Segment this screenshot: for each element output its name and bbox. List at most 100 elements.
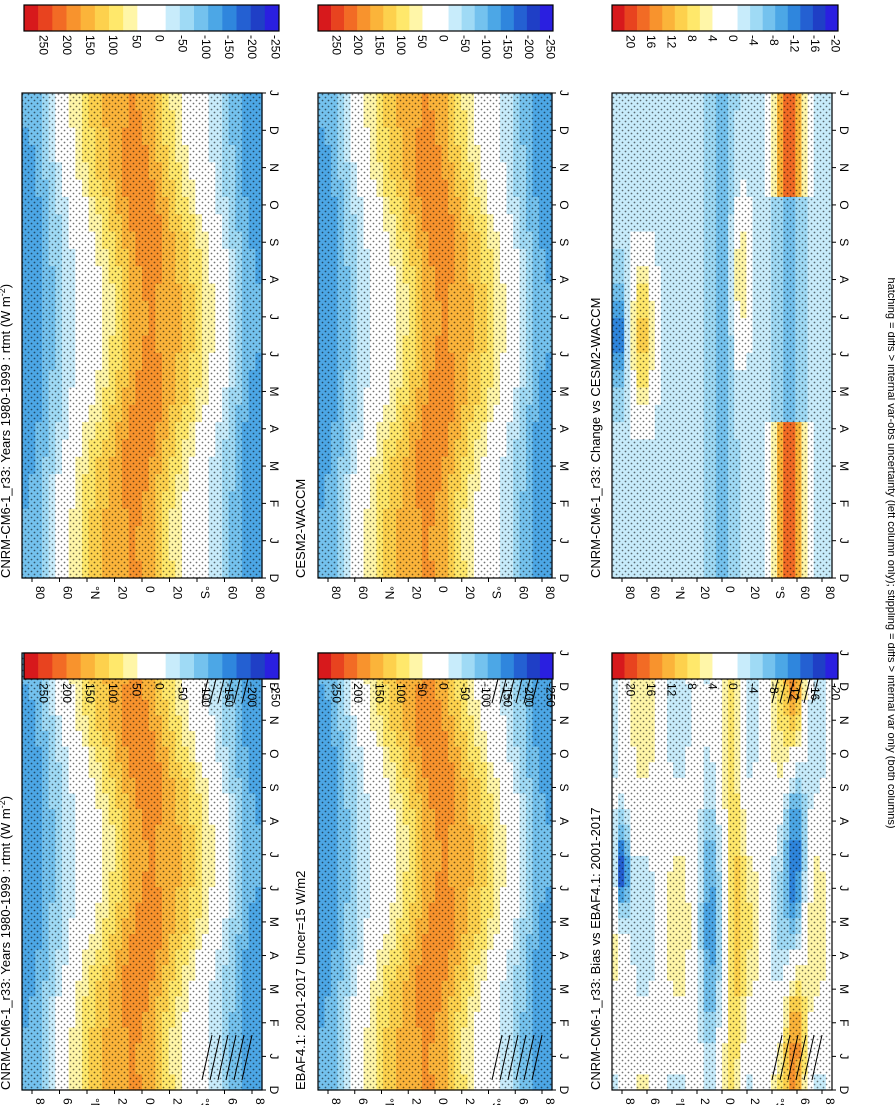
month-tick-label: S — [557, 238, 571, 246]
hatching-marks — [491, 662, 543, 1081]
lat-axis: 80 60 °N 20 0 20 °S 60 80 — [31, 578, 267, 600]
month-tick-label: S — [267, 783, 281, 791]
month-tick-label: M — [557, 461, 571, 471]
month-tick-label: J — [557, 90, 571, 96]
lat-tick-label: 60 — [61, 1098, 75, 1105]
lat-tick-label: 80 — [253, 586, 267, 600]
hatch-line — [507, 1034, 519, 1081]
hatch-line — [491, 1034, 503, 1081]
lat-tick-label: °S — [198, 586, 212, 599]
month-tick-label: J — [557, 351, 571, 357]
month-tick-label: J — [267, 90, 281, 96]
lat-tick-label: 80 — [543, 586, 557, 600]
lat-axis: 80 60 °N 20 0 20 °S 60 80 — [327, 578, 557, 600]
month-tick-label: O — [267, 749, 281, 758]
lat-tick-label: 80 — [33, 1098, 47, 1105]
month-tick-label: M — [557, 917, 571, 927]
lat-tick-label: 60 — [61, 586, 75, 600]
month-tick-label: N — [267, 163, 281, 172]
month-tick-label: J — [557, 852, 571, 858]
lat-tick-label: °S — [490, 586, 504, 599]
panel-title: CNRM-CM6-1_r33: Years 1980-1999 : rtmt (… — [0, 796, 13, 1090]
month-tick-label: J — [557, 1053, 571, 1059]
month-tick-label: J — [557, 885, 571, 891]
stippling-overlay — [318, 93, 552, 578]
month-tick-label: M — [557, 984, 571, 994]
month-tick-label: N — [267, 716, 281, 725]
month-tick-label: O — [267, 200, 281, 209]
hatch-line — [499, 1034, 511, 1081]
month-tick-label: A — [557, 817, 571, 825]
panel-title-main: CESM2-WACCM — [293, 479, 308, 578]
lat-tick-label: °S — [198, 1098, 212, 1105]
month-tick-label: M — [557, 386, 571, 396]
lat-tick-label: 0 — [143, 1098, 157, 1105]
lat-tick-label: 60 — [356, 1098, 370, 1105]
lat-tick-label: 80 — [329, 1098, 343, 1105]
panel-title: CESM2-WACCM — [293, 479, 308, 578]
month-tick-label: F — [267, 500, 281, 507]
lat-tick-label: 0 — [436, 586, 450, 593]
month-tick-label: F — [267, 1019, 281, 1026]
month-tick-label: M — [267, 386, 281, 396]
month-tick-label: J — [557, 538, 571, 544]
month-tick-label: J — [267, 351, 281, 357]
lat-tick-label: 20 — [463, 586, 477, 600]
lat-tick-label: 60 — [226, 1098, 240, 1105]
panel-title-suffix: ) — [0, 284, 13, 288]
lat-tick-label: 80 — [543, 1098, 557, 1105]
lat-axis: 80 60 °N 20 0 20 °S 60 80 — [31, 1090, 267, 1105]
panel-title-main: CNRM-CM6-1_r33: Years 1980-1999 : rtmt (… — [0, 808, 13, 1090]
month-tick-label: N — [557, 163, 571, 172]
panel-model-climatology-left: DJFMAMJJASONDJ8060°N20020°S6080CNRM-CM6-… — [0, 650, 281, 1105]
month-tick-label: D — [267, 682, 281, 691]
stippling-overlay — [22, 93, 262, 578]
month-tick-label: A — [267, 425, 281, 433]
lat-tick-label: 80 — [33, 586, 47, 600]
month-tick-label: J — [267, 1053, 281, 1059]
lat-tick-label: 80 — [329, 586, 343, 600]
month-tick-label: D — [557, 126, 571, 135]
lat-tick-label: 60 — [226, 586, 240, 600]
month-tick-label: D — [557, 574, 571, 583]
panel-title-suffix: ) — [0, 796, 13, 800]
panel-title: EBAF4.1: 2001-2017 Uncer=15 W/m2 — [293, 871, 308, 1090]
lat-tick-label: 80 — [253, 1098, 267, 1105]
month-tick-label: D — [557, 682, 571, 691]
lat-tick-label: 20 — [116, 1098, 130, 1105]
lat-tick-label: 0 — [143, 586, 157, 593]
lat-tick-label: 20 — [171, 586, 185, 600]
month-tick-label: J — [267, 538, 281, 544]
month-tick-label: S — [267, 238, 281, 246]
hatch-line — [531, 1034, 543, 1081]
hatch-line — [209, 1034, 221, 1081]
lat-tick-label: °N — [88, 1098, 102, 1105]
lat-tick-label: 20 — [409, 1098, 423, 1105]
panel-title-superscript: -2 — [0, 288, 7, 296]
month-tick-label: J — [267, 852, 281, 858]
hatch-line — [233, 1034, 245, 1081]
month-tick-label: F — [557, 1019, 571, 1026]
stippling-overlay — [318, 653, 552, 1090]
panel-title: CNRM-CM6-1_r33: Years 1980-1999 : rtmt (… — [0, 284, 13, 578]
month-tick-label: M — [267, 917, 281, 927]
month-tick-label: J — [267, 314, 281, 320]
hatch-line — [241, 1034, 253, 1081]
lat-tick-label: °N — [88, 586, 102, 599]
month-tick-label: O — [557, 200, 571, 209]
month-tick-label: J — [267, 885, 281, 891]
month-tick-label: A — [267, 817, 281, 825]
month-tick-label: J — [557, 314, 571, 320]
lat-tick-label: °S — [490, 1098, 504, 1105]
month-tick-label: J — [557, 650, 571, 656]
lat-tick-label: 60 — [516, 1098, 530, 1105]
hatch-line — [515, 1034, 527, 1081]
month-tick-label: D — [557, 1086, 571, 1095]
hatch-line — [201, 1034, 213, 1081]
panel-title-main: CNRM-CM6-1_r33: Years 1980-1999 : rtmt (… — [0, 296, 13, 578]
